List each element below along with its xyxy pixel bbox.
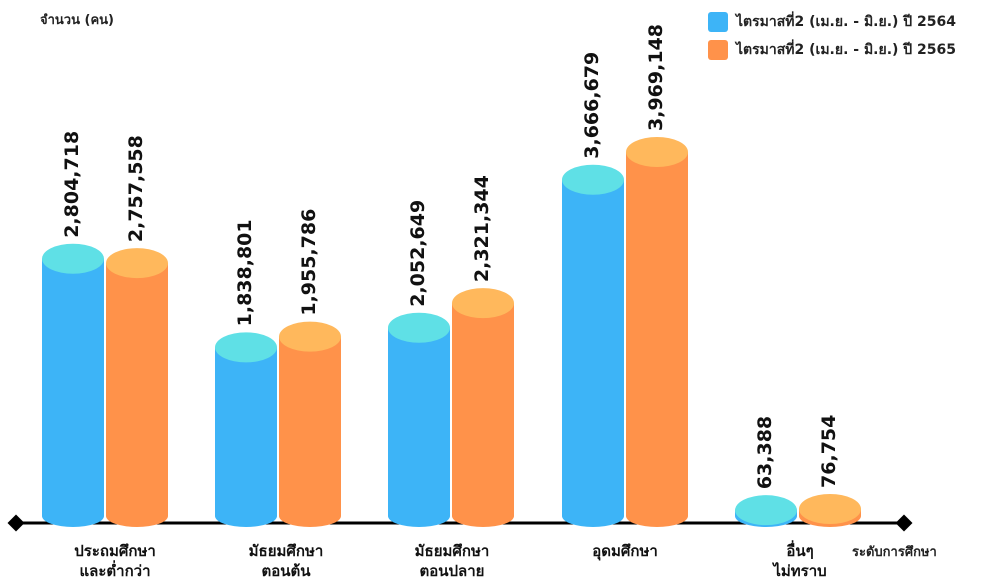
data-label-0-3: 3,666,679 [581, 52, 603, 159]
data-label-1-4: 76,754 [818, 415, 840, 488]
legend-swatch-2565 [708, 40, 728, 60]
bar-0-4 [735, 495, 797, 527]
x-axis-label: ระดับการศึกษา [852, 545, 937, 560]
bar-cap [106, 248, 168, 279]
bar-cap [388, 312, 450, 343]
bar-body [215, 347, 277, 527]
bar-cap [42, 243, 104, 274]
legend-swatch-2564 [708, 12, 728, 32]
data-label-1-0: 2,757,558 [125, 135, 147, 242]
bar-body [279, 336, 341, 527]
bar-cap [279, 321, 341, 352]
bar-0-1 [215, 332, 277, 527]
bar-1-0 [106, 248, 168, 527]
data-label-0-2: 2,052,649 [407, 200, 429, 307]
bar-body [42, 258, 104, 527]
category-label-3: อุดมศึกษา [592, 542, 658, 560]
bar-body [626, 152, 688, 527]
bar-1-1 [279, 321, 341, 527]
bar-body [452, 303, 514, 527]
bar-cap [215, 332, 277, 363]
legend-label-2564: ไตรมาสที่2 (เม.ย. - มิ.ย.) ปี 2564 [736, 14, 957, 30]
bar-cap [735, 495, 797, 526]
bar-cap [626, 137, 688, 167]
category-label-2: มัธยมศึกษา ตอนปลาย [414, 542, 490, 580]
bar-cap [562, 164, 624, 195]
bar-1-4 [799, 493, 861, 527]
data-label-1-1: 1,955,786 [298, 209, 320, 316]
chart-legend: ไตรมาสที่2 (เม.ย. - มิ.ย.) ปี 2564 ไตรมา… [708, 8, 956, 64]
bar-body [106, 263, 168, 527]
bar-0-3 [562, 164, 624, 527]
data-label-0-4: 63,388 [754, 416, 776, 489]
axis-left-diamond [7, 514, 25, 532]
axis-right-diamond [895, 514, 913, 532]
category-label-4: อื่นๆ ไม่ทราบ [773, 542, 827, 580]
bar-body [562, 179, 624, 527]
legend-item-2565: ไตรมาสที่2 (เม.ย. - มิ.ย.) ปี 2565 [708, 36, 956, 64]
legend-label-2565: ไตรมาสที่2 (เม.ย. - มิ.ย.) ปี 2565 [736, 42, 957, 58]
data-label-1-2: 2,321,344 [471, 175, 493, 282]
bar-1-3 [626, 137, 688, 527]
legend-item-2564: ไตรมาสที่2 (เม.ย. - มิ.ย.) ปี 2564 [708, 8, 956, 36]
bar-cap [452, 288, 514, 319]
category-label-0: ประถมศึกษา และต่ำกว่า [74, 542, 156, 580]
data-label-0-0: 2,804,718 [61, 131, 83, 238]
bar-1-2 [452, 288, 514, 527]
bar-0-2 [388, 312, 450, 527]
y-axis-label: จำนวน (คน) [40, 13, 114, 28]
bar-cap [799, 493, 861, 524]
data-label-0-1: 1,838,801 [234, 219, 256, 326]
bar-0-0 [42, 243, 104, 527]
bar-body [388, 327, 450, 527]
data-label-1-3: 3,969,148 [645, 24, 667, 131]
category-label-1: มัธยมศึกษา ตอนต้น [248, 542, 324, 580]
